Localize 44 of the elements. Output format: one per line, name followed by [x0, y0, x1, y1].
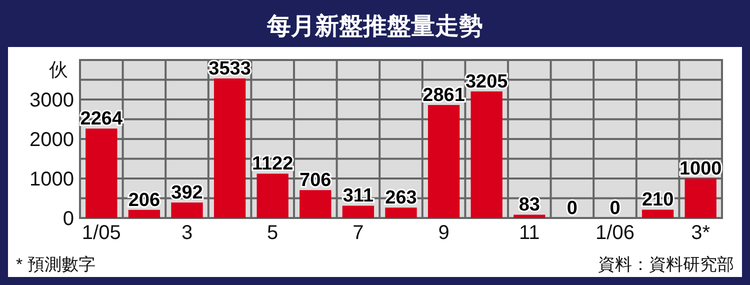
bar [428, 104, 460, 218]
y-tick-label: 0 [62, 208, 74, 230]
x-tick-label: 5 [267, 222, 278, 244]
bar [385, 208, 417, 218]
text: * 預測數字 [16, 255, 96, 274]
text: 資料：資料研究部 [598, 255, 734, 274]
y-tick-label: 2000 [30, 129, 74, 151]
y-tick-label: 1000 [30, 168, 74, 190]
data-label: 706 [300, 170, 332, 192]
data-label: 206 [128, 190, 160, 211]
y-tick-label: 3000 [30, 90, 74, 112]
data-label: 3533 [208, 58, 251, 80]
data-label: 83 [518, 194, 540, 216]
data-label: 1122 [252, 154, 294, 175]
data-label: 2861 [422, 84, 466, 106]
x-tick-label: 1/06 [596, 222, 634, 244]
bar [256, 174, 288, 218]
x-tick-label: 7 [352, 222, 364, 244]
x-tick-label: 1/05 [82, 222, 121, 244]
y-axis-title: 伙 [49, 60, 68, 81]
bar [684, 178, 716, 218]
data-label: 1000 [679, 158, 722, 180]
x-tick-label: 3* [691, 222, 710, 244]
x-tick-label: 9 [438, 222, 450, 244]
bar [86, 128, 118, 218]
bar [642, 210, 674, 218]
bar [514, 214, 546, 218]
data-label: 263 [385, 188, 417, 209]
bar [300, 190, 332, 218]
x-tick-label: 3 [181, 222, 193, 244]
data-label: 210 [642, 190, 674, 211]
bar [171, 202, 203, 218]
data-label: 2264 [80, 108, 123, 130]
data-label: 392 [171, 182, 203, 204]
data-label: 0 [566, 198, 578, 219]
bar [214, 78, 246, 218]
data-label: 0 [610, 198, 620, 219]
chart-title: 每月新盤推盤量走勢 [266, 13, 483, 40]
data-label: 311 [342, 186, 374, 207]
x-tick-label: 11 [519, 222, 540, 244]
bar [128, 210, 160, 218]
data-label: 3205 [465, 71, 508, 92]
bar [342, 206, 374, 218]
bar [470, 91, 502, 218]
